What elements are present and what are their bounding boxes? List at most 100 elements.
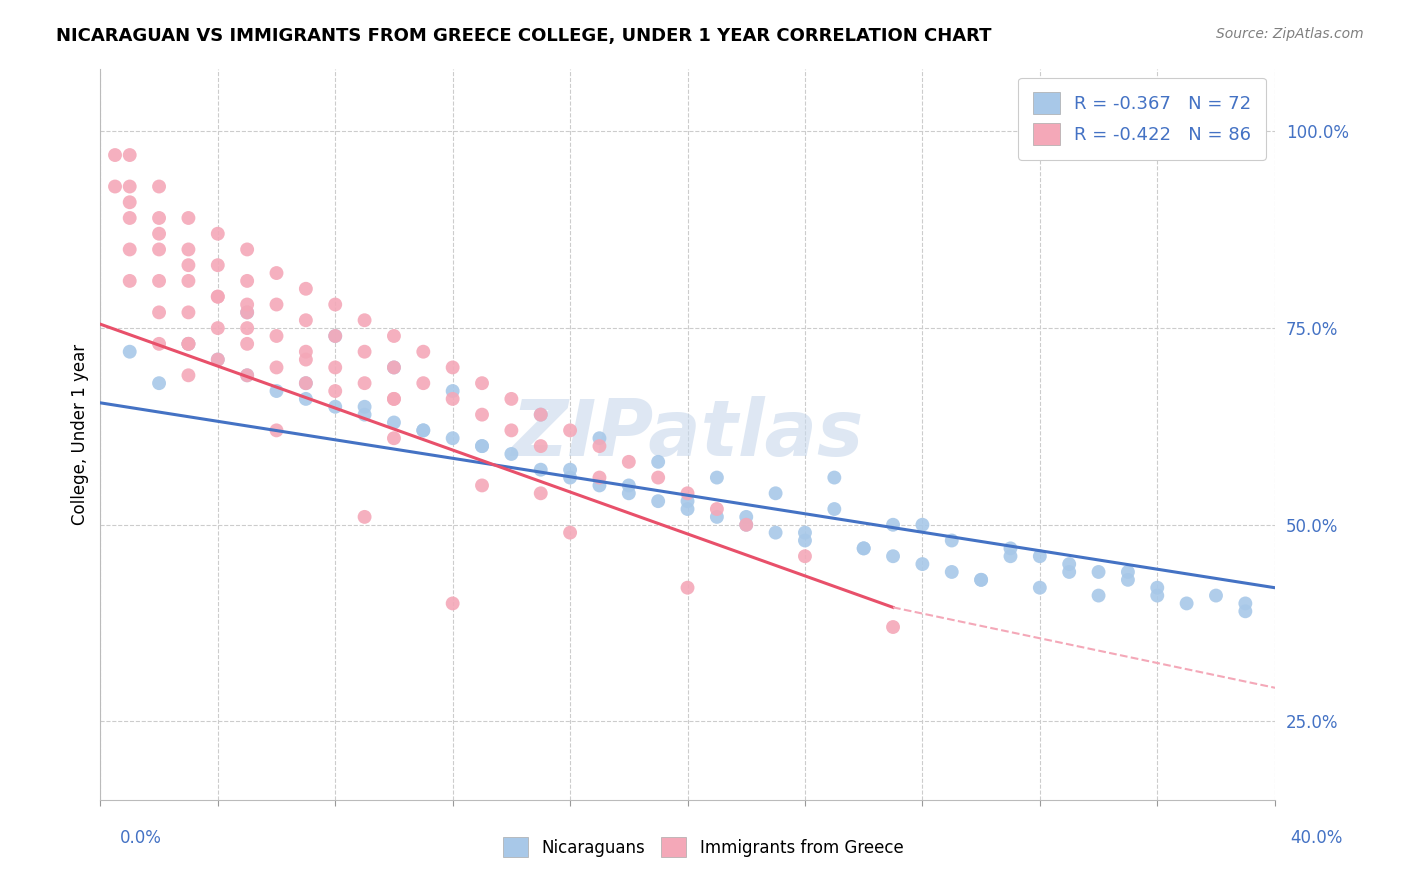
Point [558,423,581,437]
Point [236,321,259,335]
Point [765,486,787,500]
Point [970,573,993,587]
Point [794,525,817,540]
Point [266,329,288,343]
Point [970,573,993,587]
Point [588,431,610,445]
Point [441,360,464,375]
Point [471,376,494,391]
Point [382,416,405,430]
Point [323,329,346,343]
Point [1057,557,1080,571]
Point [706,502,728,516]
Point [471,478,494,492]
Point [104,148,127,162]
Point [177,368,200,383]
Point [1205,589,1227,603]
Point [118,243,141,257]
Point [353,509,375,524]
Point [177,211,200,225]
Point [1175,596,1198,610]
Point [323,329,346,343]
Point [236,368,259,383]
Point [911,557,934,571]
Point [1087,565,1109,579]
Point [382,392,405,406]
Point [530,439,553,453]
Point [118,179,141,194]
Point [1146,581,1168,595]
Point [501,423,523,437]
Point [177,243,200,257]
Point [148,243,170,257]
Point [794,533,817,548]
Point [501,447,523,461]
Point [530,463,553,477]
Point [941,565,963,579]
Point [177,336,200,351]
Point [530,486,553,500]
Point [177,336,200,351]
Point [207,227,229,241]
Point [236,305,259,319]
Point [735,517,758,532]
Point [353,408,375,422]
Point [501,392,523,406]
Point [207,352,229,367]
Point [852,541,875,556]
Point [676,486,699,500]
Point [558,525,581,540]
Point [382,329,405,343]
Point [177,274,200,288]
Point [1116,565,1139,579]
Point [148,179,170,194]
Point [353,376,375,391]
Point [148,305,170,319]
Point [441,431,464,445]
Point [207,352,229,367]
Point [323,384,346,398]
Text: Source: ZipAtlas.com: Source: ZipAtlas.com [1216,27,1364,41]
Text: NICARAGUAN VS IMMIGRANTS FROM GREECE COLLEGE, UNDER 1 YEAR CORRELATION CHART: NICARAGUAN VS IMMIGRANTS FROM GREECE COL… [56,27,991,45]
Point [676,494,699,508]
Point [1116,573,1139,587]
Point [412,344,434,359]
Point [177,258,200,272]
Point [323,400,346,414]
Point [323,360,346,375]
Point [412,423,434,437]
Point [794,549,817,564]
Point [941,533,963,548]
Point [471,439,494,453]
Point [852,541,875,556]
Point [735,509,758,524]
Legend: R = -0.367   N = 72, R = -0.422   N = 86: R = -0.367 N = 72, R = -0.422 N = 86 [1018,78,1265,160]
Point [382,392,405,406]
Point [236,336,259,351]
Point [1029,549,1052,564]
Text: ZIPatlas: ZIPatlas [512,396,863,472]
Point [266,384,288,398]
Point [118,274,141,288]
Point [295,313,318,327]
Point [647,494,669,508]
Point [765,525,787,540]
Legend: Nicaraguans, Immigrants from Greece: Nicaraguans, Immigrants from Greece [495,829,911,866]
Point [558,470,581,484]
Point [148,376,170,391]
Point [295,376,318,391]
Point [617,478,640,492]
Point [530,408,553,422]
Point [236,274,259,288]
Point [706,470,728,484]
Point [882,620,904,634]
Point [148,274,170,288]
Point [471,439,494,453]
Point [382,360,405,375]
Point [118,344,141,359]
Point [236,297,259,311]
Point [118,195,141,210]
Point [882,549,904,564]
Point [353,344,375,359]
Point [323,297,346,311]
